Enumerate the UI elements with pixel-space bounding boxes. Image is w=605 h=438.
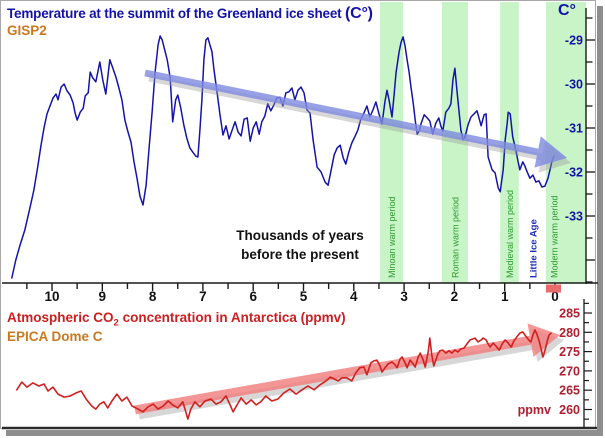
svg-text:7: 7	[199, 289, 207, 304]
svg-text:4: 4	[350, 289, 358, 304]
svg-text:275: 275	[559, 345, 580, 359]
temp-title-text: Temperature at the summit of the Greenla…	[7, 6, 342, 21]
figure-panel	[0, 0, 596, 429]
co2-title-subscript: 2	[113, 317, 119, 329]
svg-text:260: 260	[559, 403, 580, 417]
svg-text:2: 2	[451, 289, 459, 304]
temp-trend-arrow	[144, 69, 572, 173]
drop-shadow-right	[597, 6, 603, 430]
svg-text:Roman warm period: Roman warm period	[450, 197, 460, 278]
svg-text:0: 0	[551, 289, 559, 304]
svg-text:280: 280	[559, 326, 580, 340]
svg-text:-32: -32	[565, 166, 583, 180]
temp-source-label: GISP2	[7, 23, 47, 38]
svg-text:Minoan warm period: Minoan warm period	[387, 196, 397, 278]
svg-text:9: 9	[99, 289, 107, 304]
svg-text:8: 8	[149, 289, 157, 304]
temp-x-axis: 10 9 8 7 6 5 4 3 2 1 0	[2, 282, 598, 304]
co2-series-line	[15, 329, 552, 420]
svg-text:285: 285	[559, 307, 580, 321]
temp-chart-title: Temperature at the summit of the Greenla…	[7, 5, 373, 23]
svg-text:-29: -29	[565, 34, 583, 48]
svg-text:270: 270	[559, 364, 580, 378]
co2-y-axis: 285 280 275 270 265 260 ppmv	[518, 299, 592, 428]
co2-trend-arrow	[134, 323, 565, 420]
svg-text:-31: -31	[565, 122, 583, 136]
svg-text:3: 3	[400, 289, 408, 304]
x-axis-title: Thousands of years before the present	[236, 228, 364, 262]
svg-text:-30: -30	[565, 78, 583, 92]
svg-text:Modern warm period: Modern warm period	[549, 195, 559, 278]
svg-text:Medieval warm period: Medieval warm period	[505, 190, 515, 278]
co2-source-label: EPICA Dome C	[7, 329, 103, 344]
svg-text:-33: -33	[565, 210, 583, 224]
warm-period-labels: Minoan warm period Roman warm period Medie…	[387, 190, 559, 278]
temp-title-unit: (C°)	[345, 5, 373, 22]
drop-shadow-bottom	[6, 430, 603, 436]
svg-text:Little Ice Age: Little Ice Age	[528, 219, 539, 278]
co2-axis-unit: ppmv	[518, 403, 551, 417]
temp-y-axis: -29 -30 -31 -32 -33	[565, 8, 595, 284]
svg-text:265: 265	[559, 384, 580, 398]
temp-y-axis-unit: C°	[558, 2, 576, 19]
co2-title-prefix: Atmospheric CO	[7, 310, 114, 325]
modern-axis-marker	[545, 284, 562, 293]
svg-text:5: 5	[300, 289, 308, 304]
co2-chart-title: Atmospheric CO2 concentration in Antarct…	[7, 310, 346, 329]
co2-title-suffix: concentration in Antarctica (ppmv)	[118, 310, 346, 325]
warm-period-bands	[379, 2, 587, 283]
svg-text:1: 1	[501, 289, 509, 304]
svg-text:6: 6	[249, 289, 257, 304]
svg-text:10: 10	[44, 289, 59, 304]
